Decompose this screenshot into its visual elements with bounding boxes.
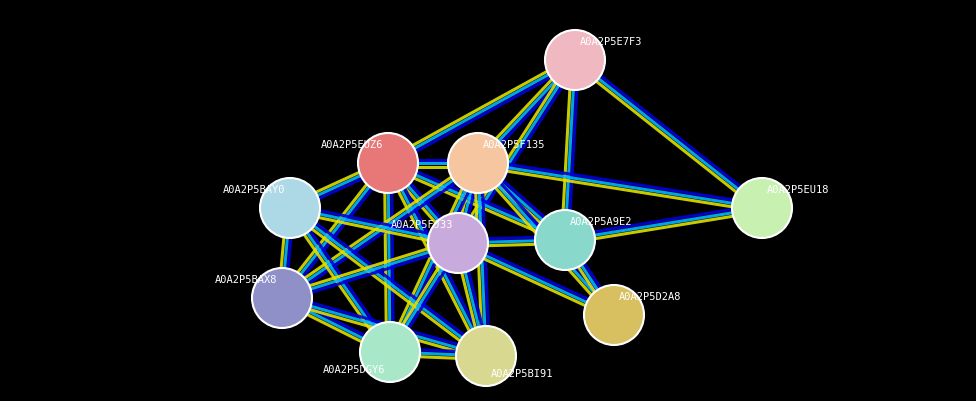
Circle shape bbox=[428, 213, 488, 273]
Text: A0A2P5BAY0: A0A2P5BAY0 bbox=[223, 185, 285, 195]
Circle shape bbox=[360, 322, 420, 382]
Circle shape bbox=[732, 178, 792, 238]
Circle shape bbox=[545, 30, 605, 90]
Circle shape bbox=[252, 268, 312, 328]
Circle shape bbox=[535, 210, 595, 270]
Text: A0A2P5A9E2: A0A2P5A9E2 bbox=[570, 217, 632, 227]
Circle shape bbox=[584, 285, 644, 345]
Text: A0A2P5E7F3: A0A2P5E7F3 bbox=[580, 37, 642, 47]
Circle shape bbox=[456, 326, 516, 386]
Circle shape bbox=[448, 133, 508, 193]
Circle shape bbox=[260, 178, 320, 238]
Text: A0A2P5BAX8: A0A2P5BAX8 bbox=[215, 275, 277, 285]
Text: A0A2P5EU18: A0A2P5EU18 bbox=[767, 185, 830, 195]
Text: A0A2P5EUZ6: A0A2P5EUZ6 bbox=[320, 140, 383, 150]
Text: A0A2P5BI91: A0A2P5BI91 bbox=[491, 369, 553, 379]
Text: A0A2P5FJ33: A0A2P5FJ33 bbox=[390, 220, 453, 230]
Circle shape bbox=[358, 133, 418, 193]
Text: A0A2P5DGY6: A0A2P5DGY6 bbox=[322, 365, 385, 375]
Text: A0A2P5D2A8: A0A2P5D2A8 bbox=[619, 292, 681, 302]
Text: A0A2P5F135: A0A2P5F135 bbox=[483, 140, 546, 150]
